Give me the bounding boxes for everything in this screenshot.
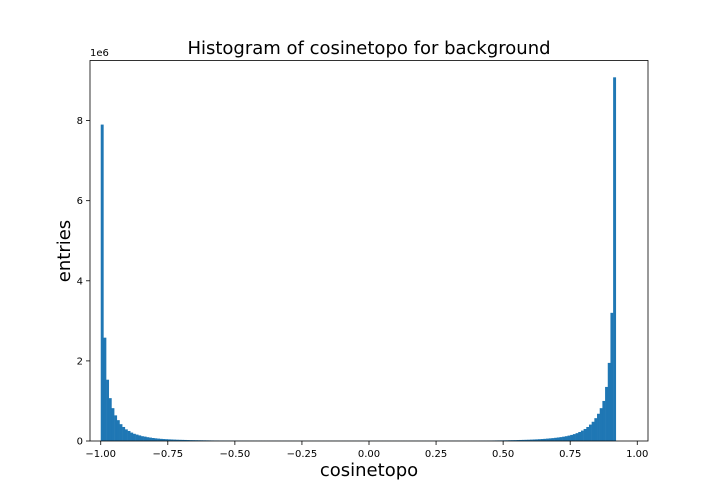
histogram-bar	[165, 439, 169, 441]
x-axis-label: cosinetopo	[320, 460, 418, 481]
histogram-bar	[149, 437, 152, 441]
histogram-bar	[586, 426, 590, 441]
histogram-bar	[116, 420, 120, 441]
plot-area: −1.00 −0.75 −0.50 −0.25 0.00 0.25 0.50 0.75 1.00…	[77, 60, 648, 460]
histogram-bar	[140, 436, 144, 441]
histogram-bar	[127, 430, 131, 441]
histogram-bar	[143, 436, 147, 441]
x-tick-label: −0.25	[287, 449, 318, 460]
histogram-bar	[575, 433, 579, 441]
histogram-bar	[173, 439, 177, 441]
histogram-bar	[122, 426, 126, 441]
histogram-bar	[146, 437, 150, 441]
histogram-bar	[183, 439, 187, 441]
histogram-bar	[562, 436, 566, 441]
histogram-bar	[170, 439, 174, 441]
histogram-bar	[151, 437, 155, 441]
histogram-bar	[100, 124, 104, 441]
y-tick-label: 4	[77, 276, 83, 287]
histogram-bar	[519, 439, 523, 441]
histogram-bar	[540, 439, 544, 441]
histogram-bar	[191, 440, 195, 441]
histogram-bar	[159, 438, 163, 441]
histogram-bar	[597, 413, 600, 441]
histogram-bar	[513, 440, 517, 441]
histogram-bar	[532, 439, 536, 441]
histogram-bar	[132, 433, 136, 441]
histogram-bar	[521, 439, 525, 441]
histogram-bar	[564, 436, 568, 441]
histogram-bar	[559, 437, 563, 441]
histogram-bar	[580, 430, 584, 441]
histogram-bar	[554, 437, 558, 441]
histogram-bar	[570, 434, 574, 441]
x-tick-label: 1.00	[626, 449, 648, 460]
histogram-bar	[610, 312, 614, 441]
y-tick-label: 6	[77, 196, 83, 207]
histogram-bar	[103, 337, 107, 441]
y-axis-offset-label: 1e6	[90, 48, 109, 59]
histogram-bar	[591, 421, 595, 441]
histogram-bar	[546, 438, 549, 441]
histogram-bar	[599, 408, 603, 441]
histogram-bar	[135, 434, 139, 441]
histogram-bar	[175, 439, 179, 441]
histogram-bar	[106, 379, 110, 441]
y-axis-label: entries	[54, 220, 75, 282]
histogram-bar	[527, 439, 531, 441]
y-axis-ticks: 0 2 4 6 8	[77, 116, 90, 448]
histogram-bar	[548, 438, 552, 441]
histogram-bar	[108, 398, 112, 441]
histogram-bar	[607, 362, 611, 441]
histogram-bar	[114, 415, 118, 441]
histogram-bar	[516, 440, 520, 441]
histogram-bars	[100, 77, 617, 441]
histogram-bar	[543, 438, 547, 441]
histogram-bar	[130, 432, 134, 441]
histogram-bar	[154, 438, 158, 441]
y-tick-label: 2	[77, 356, 83, 367]
histogram-bar	[578, 431, 582, 441]
histogram-bar	[551, 438, 555, 441]
histogram-bar	[178, 439, 182, 441]
histogram-bar	[119, 424, 123, 441]
histogram-bar	[613, 77, 617, 441]
x-tick-label: −0.75	[152, 449, 183, 460]
histogram-bar	[556, 437, 560, 441]
histogram-bar	[189, 440, 193, 441]
y-tick-label: 8	[77, 116, 83, 127]
x-tick-label: −0.50	[220, 449, 251, 460]
x-tick-label: −1.00	[85, 449, 116, 460]
histogram-bar	[567, 435, 571, 441]
histogram-bar	[538, 439, 541, 441]
histogram-bar	[535, 439, 539, 441]
histogram-bar	[508, 440, 512, 441]
histogram-bar	[602, 400, 606, 441]
histogram-bar	[194, 440, 198, 441]
histogram-bar	[124, 429, 128, 441]
histogram-bar	[524, 439, 528, 441]
histogram-bar	[157, 438, 160, 441]
x-tick-label: 0.25	[425, 449, 447, 460]
x-tick-label: 0.50	[492, 449, 514, 460]
histogram-bar	[594, 418, 598, 441]
histogram-bar	[181, 439, 185, 441]
x-tick-label: 0.00	[358, 449, 380, 460]
histogram-bar	[167, 439, 171, 441]
histogram-bar	[588, 424, 592, 441]
histogram-bar	[529, 439, 533, 441]
chart-title: Histogram of cosinetopo for background	[187, 38, 550, 59]
histogram-bar	[511, 440, 515, 441]
histogram-bar	[138, 435, 142, 441]
histogram-bar	[583, 428, 587, 441]
histogram-bar	[162, 439, 166, 441]
histogram-bar	[605, 386, 609, 441]
histogram-bar	[111, 408, 115, 441]
y-tick-label: 0	[77, 437, 83, 448]
histogram-bar	[572, 434, 576, 441]
x-tick-label: 0.75	[559, 449, 581, 460]
x-axis-ticks: −1.00 −0.75 −0.50 −0.25 0.00 0.25 0.50 0.75 1.00	[85, 441, 648, 460]
histogram-bar	[186, 440, 190, 441]
